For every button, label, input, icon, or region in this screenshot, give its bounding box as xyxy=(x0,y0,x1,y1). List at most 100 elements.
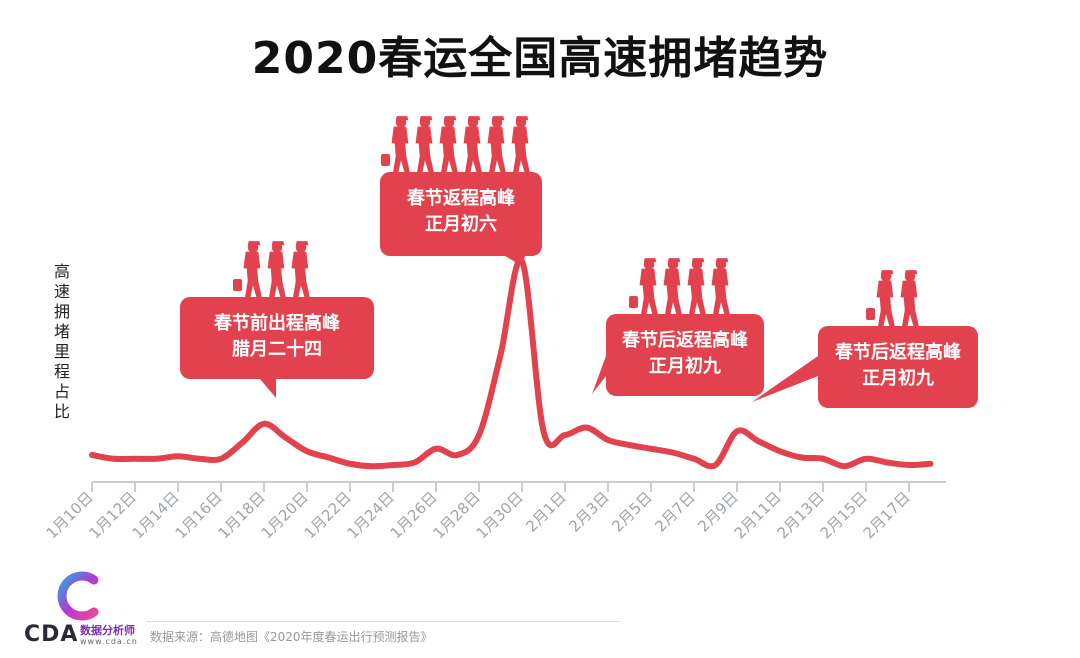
data-point xyxy=(758,440,759,442)
luggage-icon xyxy=(866,308,875,320)
x-tick-label: 1月24日 xyxy=(344,488,398,542)
callout-pointer xyxy=(260,379,276,398)
x-tick-label: 2月15日 xyxy=(817,488,871,542)
data-point xyxy=(392,464,394,466)
data-point xyxy=(478,434,480,436)
data-point xyxy=(715,464,716,466)
traveler-icon xyxy=(663,258,683,317)
x-tick-label: 2月13日 xyxy=(774,488,828,542)
x-tick-label: 1月10日 xyxy=(43,488,97,542)
y-axis-label: 高速拥堵里程占比 xyxy=(53,262,70,421)
callout-text: 正月初九 xyxy=(649,355,721,377)
x-tick-label: 1月22日 xyxy=(301,488,355,542)
x-tick-label: 2月5日 xyxy=(608,488,655,535)
data-point xyxy=(629,444,630,446)
callout-text: 春节后返程高峰 xyxy=(622,329,749,351)
traveler-icon xyxy=(267,241,287,300)
data-point xyxy=(779,450,781,452)
data-point xyxy=(285,437,286,438)
callout-text: 春节返程高峰 xyxy=(407,187,516,209)
data-point xyxy=(865,458,867,460)
data-point xyxy=(306,450,308,452)
luggage-icon xyxy=(233,279,242,291)
callout-pointer xyxy=(505,256,525,266)
data-point xyxy=(930,463,931,465)
traveler-icon xyxy=(243,241,263,300)
data-point xyxy=(543,430,544,432)
data-point xyxy=(736,430,738,432)
data-point xyxy=(586,427,587,428)
traveler-icon xyxy=(415,116,435,175)
series-line xyxy=(89,256,934,470)
data-point xyxy=(199,458,200,460)
data-point xyxy=(263,423,265,425)
data-point xyxy=(328,457,329,458)
data-point xyxy=(822,458,824,460)
x-tick-label: 1月26日 xyxy=(387,488,441,542)
data-point xyxy=(457,454,458,456)
callout-text: 春节后返程高峰 xyxy=(835,341,962,363)
x-tick-label: 1月18日 xyxy=(215,488,269,542)
data-point xyxy=(650,448,652,450)
traveler-icon xyxy=(391,116,411,175)
data-point xyxy=(371,465,372,467)
callout-text: 春节前出程高峰 xyxy=(214,312,341,334)
callout-text: 正月初九 xyxy=(862,367,934,389)
traveler-icon xyxy=(439,116,459,175)
data-point xyxy=(349,463,351,465)
callout-pointer xyxy=(752,356,818,402)
data-source-note: 数据来源：高德地图《2020年度春运出行预测报告》 xyxy=(150,630,433,644)
data-point xyxy=(844,465,845,467)
x-tick-label: 2月17日 xyxy=(860,488,914,542)
x-tick-label: 1月20日 xyxy=(258,488,312,542)
data-point xyxy=(242,442,243,443)
luggage-icon xyxy=(381,154,390,166)
traveler-icon xyxy=(876,270,896,329)
traveler-icon xyxy=(511,116,531,175)
x-tick-label: 2月1日 xyxy=(522,488,569,535)
data-point xyxy=(500,354,501,356)
callout-box xyxy=(606,314,764,396)
x-tick-label: 2月3日 xyxy=(565,488,612,535)
data-point xyxy=(220,458,222,460)
traveler-icon xyxy=(900,270,920,329)
callout-box xyxy=(180,297,374,379)
data-point xyxy=(801,457,802,458)
logo-subtitle: 数据分析师 xyxy=(80,624,135,637)
luggage-icon xyxy=(629,296,638,308)
traveler-icon xyxy=(463,116,483,175)
data-point xyxy=(693,458,695,460)
data-point xyxy=(672,452,673,453)
x-tick-label: 1月14日 xyxy=(129,488,183,542)
data-point xyxy=(887,462,888,463)
logo-mark: CDA xyxy=(24,622,79,647)
callout-box xyxy=(818,326,978,408)
data-point xyxy=(564,434,566,436)
traveler-icon xyxy=(291,241,311,300)
callout-pointer xyxy=(592,356,606,394)
data-point xyxy=(113,458,114,460)
logo-url: www.cda.cn xyxy=(80,637,138,646)
data-point xyxy=(134,458,136,460)
callout-text: 腊月二十四 xyxy=(232,338,322,360)
data-point xyxy=(908,464,910,466)
data-point xyxy=(91,454,93,456)
traveler-icon xyxy=(687,258,707,317)
data-point xyxy=(607,439,609,441)
x-tick-label: 2月7日 xyxy=(651,488,698,535)
x-tick-label: 1月28日 xyxy=(430,488,484,542)
data-point xyxy=(435,448,437,450)
x-tick-label: 1月16日 xyxy=(172,488,226,542)
x-tick-label: 2月11日 xyxy=(731,488,785,542)
cda-logo-icon xyxy=(57,571,99,621)
chart-title: 2020春运全国高速拥堵趋势 xyxy=(251,33,829,84)
data-point xyxy=(156,458,157,460)
traveler-icon xyxy=(639,258,659,317)
traveler-icon xyxy=(711,258,731,317)
x-tick-label: 1月30日 xyxy=(473,488,527,542)
